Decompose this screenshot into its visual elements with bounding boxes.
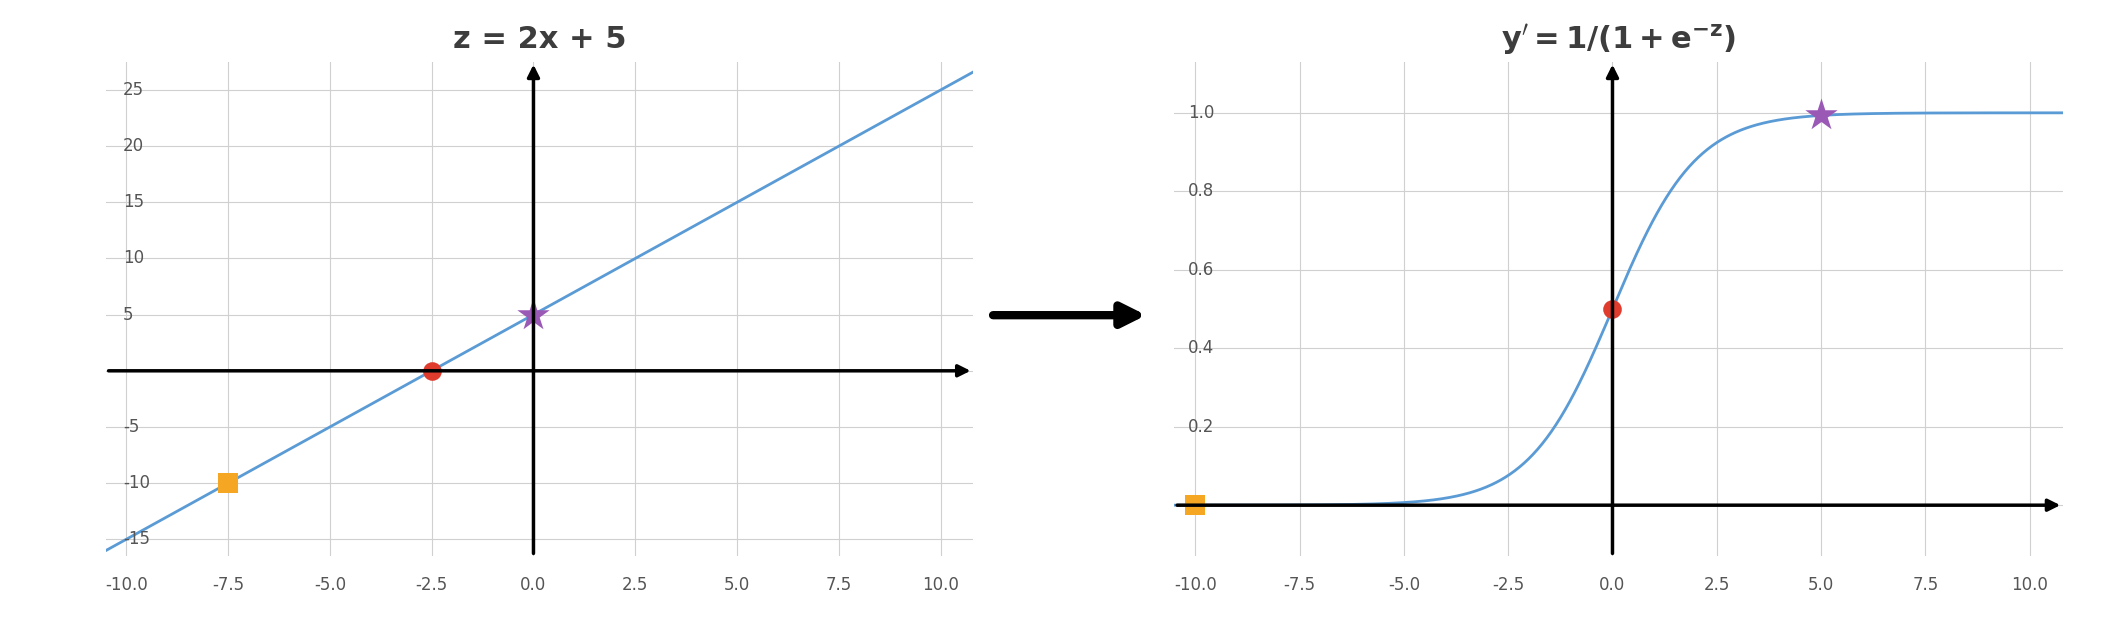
Text: 5: 5: [123, 306, 133, 324]
Text: 0.0: 0.0: [521, 576, 546, 594]
Text: 10.0: 10.0: [923, 576, 959, 594]
Text: -7.5: -7.5: [1284, 576, 1316, 594]
Point: [1805, 111, 1839, 121]
Text: 10: 10: [123, 250, 144, 268]
Point: [516, 310, 550, 320]
Text: -10: -10: [123, 474, 150, 492]
Text: 0.2: 0.2: [1187, 418, 1215, 436]
Text: 0.0: 0.0: [1600, 576, 1625, 594]
Text: -10.0: -10.0: [1174, 576, 1217, 594]
Point: [212, 478, 245, 488]
Text: 25: 25: [123, 81, 144, 99]
Text: 20: 20: [123, 137, 144, 155]
Text: -2.5: -2.5: [415, 576, 449, 594]
Text: 15: 15: [123, 193, 144, 211]
Title: $\mathit{\mathbf{y'}} \mathbf{= 1 / (1 + e^{-z})}$: $\mathit{\mathbf{y'}} \mathbf{= 1 / (1 +…: [1502, 22, 1735, 56]
Text: -2.5: -2.5: [1492, 576, 1524, 594]
Text: 5.0: 5.0: [724, 576, 751, 594]
Text: -5.0: -5.0: [313, 576, 345, 594]
Text: 2.5: 2.5: [1703, 576, 1731, 594]
Text: 7.5: 7.5: [1913, 576, 1938, 594]
Text: -5.0: -5.0: [1388, 576, 1420, 594]
Point: [415, 366, 449, 376]
Text: 2.5: 2.5: [622, 576, 647, 594]
Text: 0.8: 0.8: [1187, 182, 1215, 200]
Text: 7.5: 7.5: [825, 576, 853, 594]
Title: z = 2x + 5: z = 2x + 5: [453, 25, 626, 54]
Text: 1.0: 1.0: [1187, 104, 1215, 122]
Text: -5: -5: [123, 418, 140, 436]
Point: [1595, 304, 1629, 314]
Text: -10.0: -10.0: [106, 576, 148, 594]
Text: -7.5: -7.5: [212, 576, 243, 594]
Text: -15: -15: [123, 530, 150, 548]
Text: 10.0: 10.0: [2012, 576, 2048, 594]
Point: [1179, 500, 1212, 510]
Text: 5.0: 5.0: [1807, 576, 1835, 594]
Text: 0.4: 0.4: [1187, 339, 1215, 357]
Text: 0.6: 0.6: [1187, 261, 1215, 279]
